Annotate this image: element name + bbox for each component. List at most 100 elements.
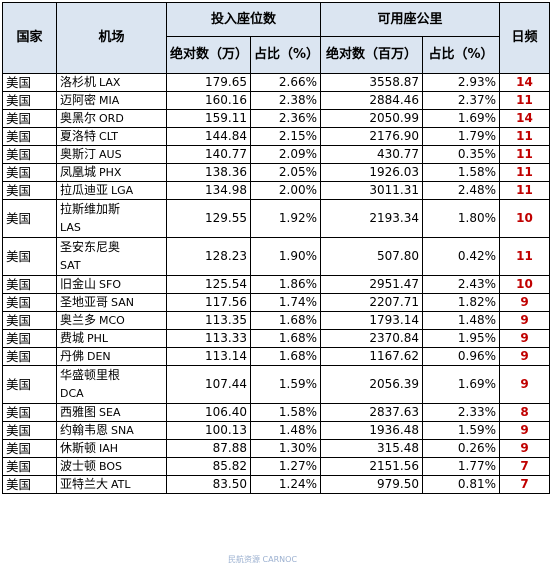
cell-country: 美国 [2,145,57,164]
cell-country: 美国 [2,237,57,276]
cell-ask-percent: 1.59% [422,421,501,440]
airport-name: 凤凰城 [60,165,97,179]
cell-seats: 113.33 [166,329,251,348]
cell-frequency: 8 [499,403,550,422]
cell-ask-percent: 0.42% [422,237,501,276]
cell-country: 美国 [2,329,57,348]
cell-airport: 凤凰城 PHX [56,163,167,182]
cell-seats-percent: 1.90% [249,237,322,276]
airport-name: 西雅图 [60,405,97,419]
cell-seats-percent: 1.92% [249,199,322,238]
table-row: 美国 亚特兰大 ATL 83.50 1.24% 979.50 0.81% 7 [2,475,550,494]
cell-ask-percent: 2.93% [422,73,501,92]
cell-country: 美国 [2,73,57,92]
cell-ask: 979.50 [320,475,424,494]
airport-name: 奥斯汀 [60,147,97,161]
airport-code: SAN [111,296,134,309]
cell-airport: 丹佛 DEN [56,347,167,366]
table-body: 美国 洛杉机 LAX 179.65 2.66% 3558.87 2.93% 14 美国 迈阿密 MI… [2,73,550,494]
airport-name: 奥黑尔 [60,111,97,125]
cell-airport: 洛杉机 LAX [56,73,167,92]
cell-seats-percent: 1.58% [249,403,322,422]
cell-ask: 1926.03 [320,163,424,182]
cell-frequency: 9 [499,293,550,312]
cell-country: 美国 [2,163,57,182]
airport-name: 波士顿 [60,459,97,473]
header-seats-group: 投入座位数 [165,2,322,37]
cell-seats: 134.98 [166,181,251,200]
cell-frequency: 11 [499,91,550,110]
table-row: 美国 洛杉机 LAX 179.65 2.66% 3558.87 2.93% 14 [2,73,550,92]
cell-ask-percent: 1.77% [422,457,501,476]
cell-country: 美国 [2,275,57,294]
cell-ask: 2193.34 [320,199,424,238]
cell-country: 美国 [2,347,57,366]
table-row: 美国 奥斯汀 AUS 140.77 2.09% 430.77 0.35% 11 [2,145,550,164]
cell-seats-percent: 2.00% [249,181,322,200]
table-row: 美国 拉瓜迪亚 LGA 134.98 2.00% 3011.31 2.48% 11 [2,181,550,200]
cell-country: 美国 [2,293,57,312]
cell-seats: 113.35 [166,311,251,330]
cell-frequency: 14 [499,73,550,92]
table-row: 美国 迈阿密 MIA 160.16 2.38% 2884.46 2.37% 11 [2,91,550,110]
cell-frequency: 11 [499,145,550,164]
cell-ask-percent: 2.37% [422,91,501,110]
cell-frequency: 7 [499,475,550,494]
airport-code: AUS [99,148,122,161]
airport-capacity-table: 国家 机场 投入座位数 可用座公里 日频 绝对数（万） 占比（%） 绝对数（百万… [2,2,550,494]
airport-name: 迈阿密 [60,93,97,107]
airport-code: LAS [60,221,81,234]
cell-frequency: 11 [499,127,550,146]
cell-airport: 旧金山 SFO [56,275,167,294]
cell-seats-percent: 2.05% [249,163,322,182]
header-country: 国家 [2,2,57,74]
cell-seats: 87.88 [166,439,251,458]
cell-ask-percent: 1.82% [422,293,501,312]
cell-frequency: 7 [499,457,550,476]
cell-frequency: 9 [499,421,550,440]
airport-name: 圣地亚哥 [60,295,109,309]
cell-ask: 507.80 [320,237,424,276]
cell-seats-percent: 2.09% [249,145,322,164]
cell-ask: 430.77 [320,145,424,164]
airport-code: LGA [111,184,134,197]
cell-ask: 1167.62 [320,347,424,366]
cell-frequency: 10 [499,199,550,238]
airport-code: PHX [99,166,122,179]
cell-airport: 夏洛特 CLT [56,127,167,146]
cell-seats: 83.50 [166,475,251,494]
cell-frequency: 9 [499,365,550,404]
airport-name: 洛杉机 [60,75,97,89]
airport-code: ATL [111,478,131,491]
cell-airport: 圣安东尼奥 SAT [56,237,167,276]
cell-frequency: 14 [499,109,550,128]
airport-code: SFO [99,278,121,291]
cell-ask: 2837.63 [320,403,424,422]
cell-seats-percent: 1.24% [249,475,322,494]
cell-country: 美国 [2,199,57,238]
cell-country: 美国 [2,365,57,404]
cell-country: 美国 [2,439,57,458]
cell-ask-percent: 0.96% [422,347,501,366]
airport-name: 拉斯维加斯 [60,202,121,216]
table-row: 美国 波士顿 BOS 85.82 1.27% 2151.56 1.77% 7 [2,457,550,476]
cell-seats: 113.14 [166,347,251,366]
cell-airport: 圣地亚哥 SAN [56,293,167,312]
cell-airport: 约翰韦恩 SNA [56,421,167,440]
cell-seats: 144.84 [166,127,251,146]
table-row: 美国 拉斯维加斯 LAS 129.55 1.92% 2193.34 1.80% 10 [2,199,550,238]
cell-airport: 华盛顿里根 DCA [56,365,167,404]
cell-frequency: 11 [499,163,550,182]
airport-name: 圣安东尼奥 [60,240,121,254]
cell-country: 美国 [2,475,57,494]
cell-seats: 117.56 [166,293,251,312]
cell-seats: 106.40 [166,403,251,422]
cell-ask: 3558.87 [320,73,424,92]
cell-ask: 2884.46 [320,91,424,110]
cell-frequency: 9 [499,311,550,330]
cell-country: 美国 [2,91,57,110]
cell-seats-percent: 1.86% [249,275,322,294]
cell-seats-percent: 2.66% [249,73,322,92]
cell-ask-percent: 1.95% [422,329,501,348]
cell-seats: 85.82 [166,457,251,476]
